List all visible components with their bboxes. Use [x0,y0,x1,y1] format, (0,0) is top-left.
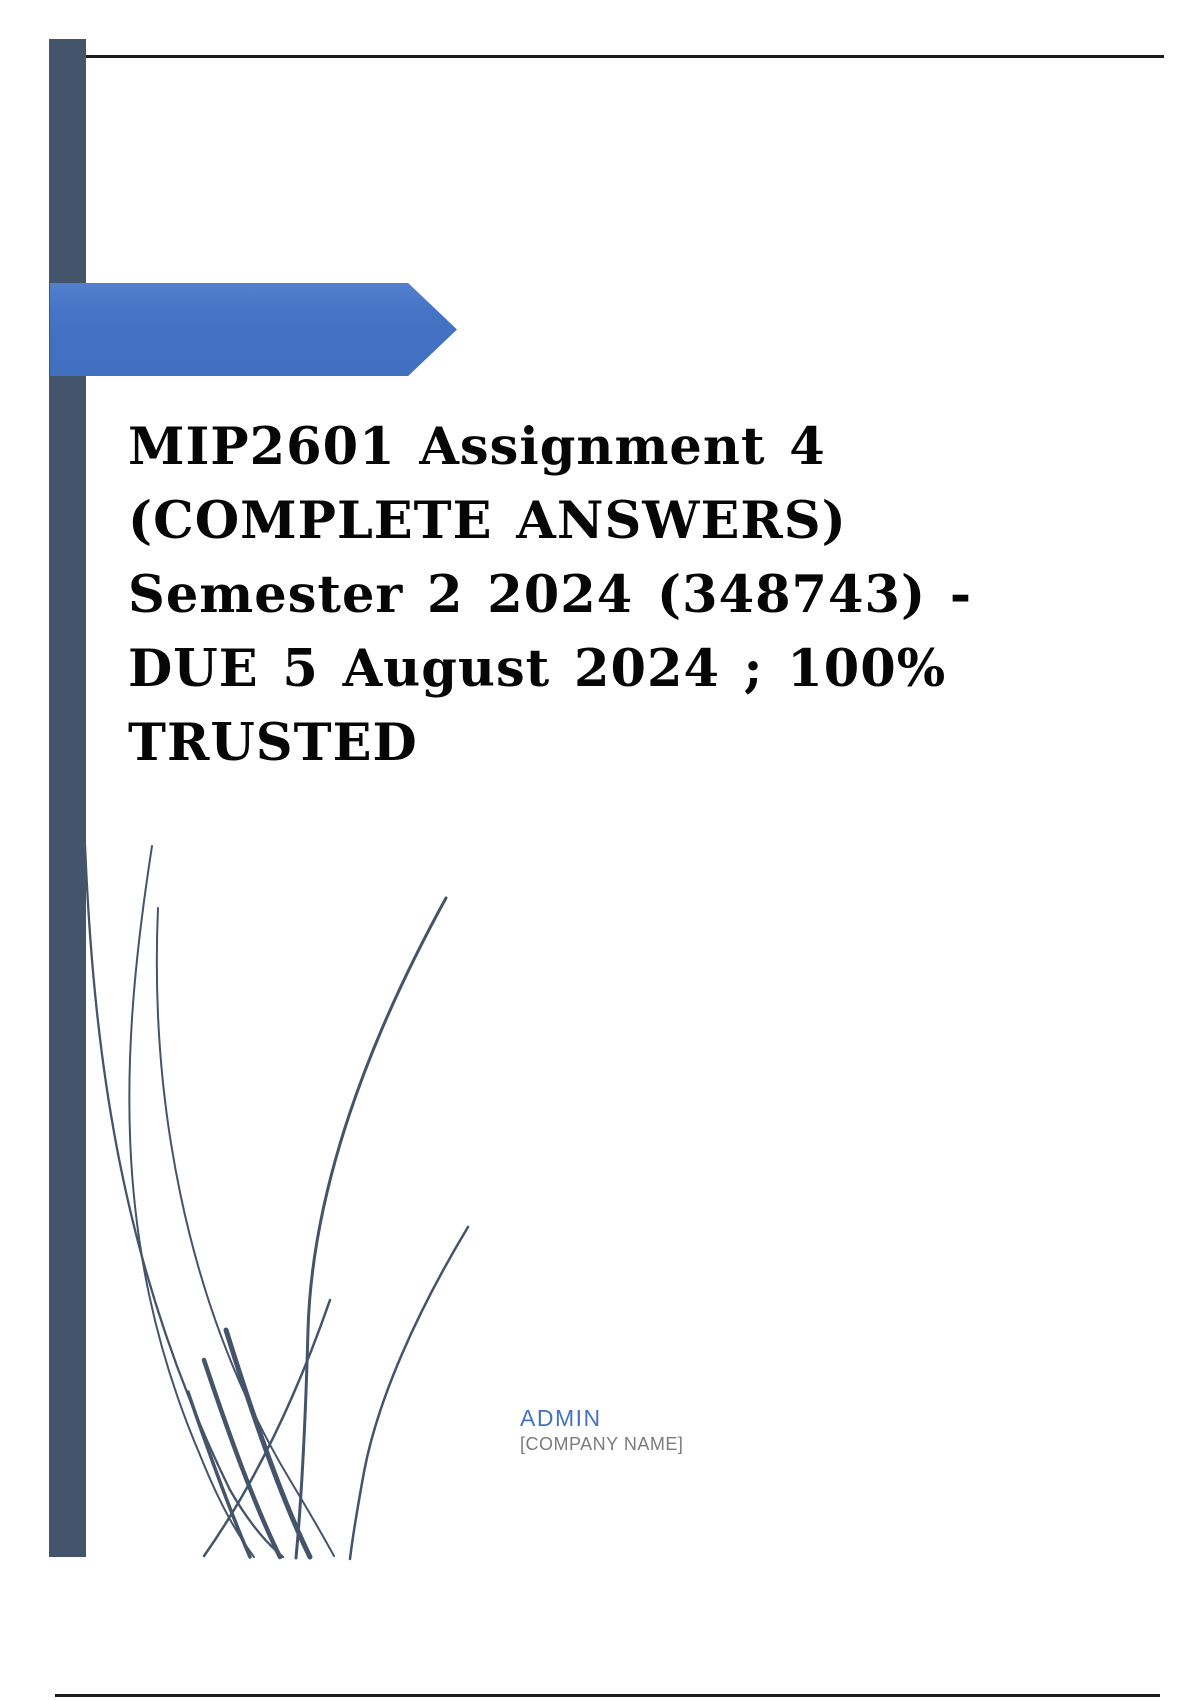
grass-blade [155,907,335,1557]
company-placeholder: [COMPANY NAME] [520,1434,684,1454]
grass-blade [83,843,285,1559]
grass-blade [186,1390,252,1559]
grass-blade [128,845,255,1558]
grass-blade [294,896,448,1560]
title-line: DUE 5 August 2024 ; 100% [128,639,947,699]
title-line: TRUSTED [128,713,418,773]
grass-blade [202,1298,332,1558]
grass-blade [201,1357,283,1560]
author-name: ADMIN [520,1405,602,1431]
grass-blade [348,1225,470,1561]
top-border-rule [84,55,1164,58]
arrow-banner [50,283,457,376]
title-line: (COMPLETE ANSWERS) [128,491,847,551]
author-block: ADMIN [COMPANY NAME] [520,1404,683,1456]
left-accent-bar [49,39,86,1557]
title-line: MIP2601 Assignment 4 [128,417,826,477]
grass-blade [223,1327,313,1560]
title-line: Semester 2 2024 (348743) - [128,565,973,625]
bottom-border-rule [55,1694,1160,1697]
page-title: MIP2601 Assignment 4 (COMPLETE ANSWERS) … [128,410,972,780]
